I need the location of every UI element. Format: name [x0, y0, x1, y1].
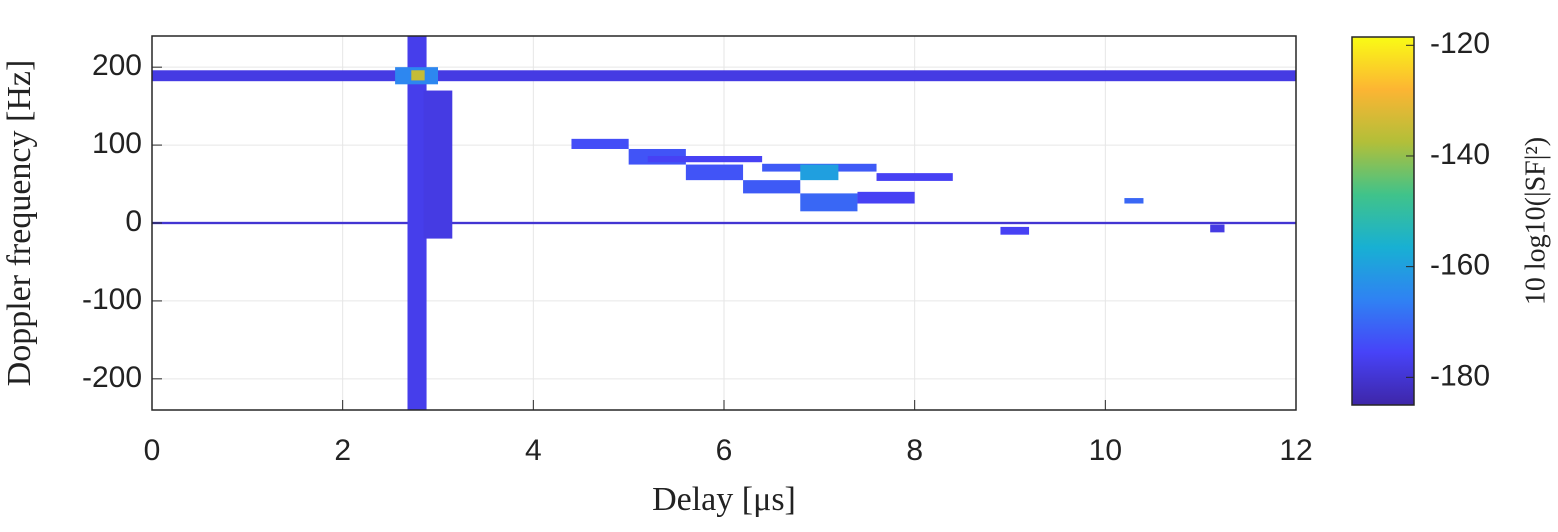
y-tick-label: 100: [92, 127, 142, 160]
heatmap-cell: [152, 70, 1296, 82]
heatmap-cell: [743, 180, 801, 194]
colorbar-tick-label: -120: [1430, 27, 1490, 60]
heatmap-cell: [685, 164, 744, 181]
colorbar-tick-label: -160: [1430, 249, 1490, 282]
heatmap-cell: [647, 155, 763, 163]
x-tick-label: 2: [334, 434, 351, 467]
heatmap-cell: [407, 36, 427, 410]
x-axis-label: Delay [μs]: [652, 481, 796, 518]
colorbar-label: 10 log10(|SF|²): [1520, 137, 1551, 305]
plot-area: [151, 36, 1297, 410]
colorbar-tick-label: -180: [1430, 359, 1490, 392]
y-tick-label: 0: [125, 205, 142, 238]
x-tick-label: 0: [144, 434, 161, 467]
heatmap-cell: [1124, 198, 1144, 204]
heatmap-cell: [800, 164, 839, 181]
heatmap-cell: [1210, 224, 1225, 233]
y-axis-label: Doppler frequency [Hz]: [1, 60, 38, 387]
y-tick-label: -200: [82, 361, 142, 394]
colorbar: [1351, 36, 1415, 406]
heatmap-cell: [411, 70, 425, 81]
heatmap-cell: [800, 193, 858, 212]
heatmap-cell: [423, 90, 453, 239]
x-tick-label: 12: [1279, 434, 1312, 467]
heatmap-cell: [1000, 226, 1030, 235]
y-tick-label: -100: [82, 283, 142, 316]
colorbar-tick-label: -140: [1430, 138, 1490, 171]
x-tick-label: 4: [525, 434, 542, 467]
heatmap-cell: [152, 221, 1296, 225]
heatmap-cell: [857, 191, 915, 204]
x-tick-label: 8: [906, 434, 923, 467]
heatmap-cell: [876, 173, 953, 181]
x-tick-label: 10: [1089, 434, 1122, 467]
y-tick-label: 200: [92, 49, 142, 82]
heatmap-cell: [571, 138, 629, 149]
x-tick-label: 6: [716, 434, 733, 467]
